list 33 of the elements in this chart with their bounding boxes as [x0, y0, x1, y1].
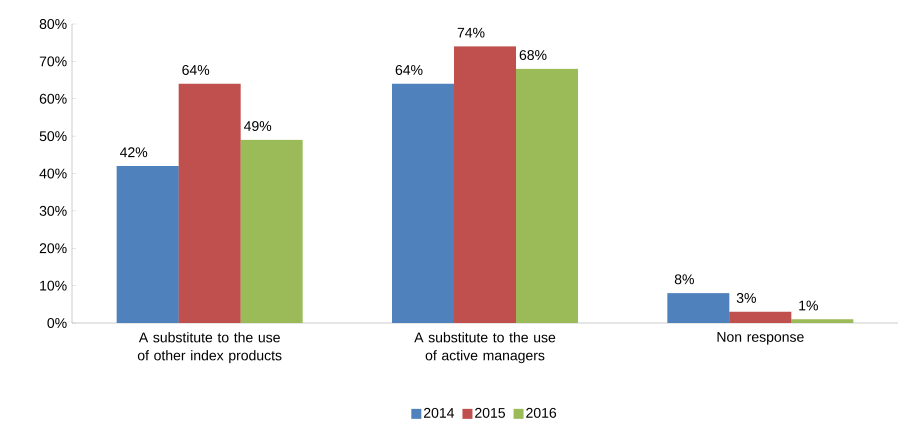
bar [116, 166, 179, 323]
y-tick-label: 10% [40, 280, 67, 291]
bar [240, 140, 303, 323]
y-tick-label: 60% [40, 94, 67, 104]
y-tick-label: 40% [39, 168, 67, 178]
data-label: 74% [458, 28, 485, 38]
data-label: 1% [799, 300, 818, 310]
legend-label: 2015 [475, 408, 505, 418]
bar [729, 312, 792, 323]
bar [392, 84, 454, 323]
data-label: 64% [396, 65, 423, 75]
bar [178, 84, 241, 323]
data-label: 64% [182, 65, 210, 75]
bar [791, 319, 854, 323]
x-tick-label: A substitute to the use of other index products [138, 332, 282, 364]
data-label: 49% [244, 121, 272, 132]
x-tick-label: A substitute to the use of active managers [414, 332, 556, 364]
x-tick-label: Non response [718, 332, 804, 345]
y-tick-label: 80% [40, 19, 67, 29]
data-label: 3% [736, 293, 756, 303]
data-label: 68% [520, 50, 547, 60]
bar [516, 68, 578, 323]
y-tick-label: 0% [47, 318, 67, 328]
y-tick-label: 50% [40, 131, 67, 142]
y-tick-label: 70% [40, 56, 67, 66]
data-label: 8% [674, 274, 694, 284]
legend-label: 2014 [424, 408, 454, 418]
legend-label: 2016 [526, 408, 556, 418]
y-tick-label: 20% [40, 243, 67, 254]
y-tick-label: 30% [40, 206, 67, 216]
bar [454, 46, 516, 323]
data-label: 42% [120, 147, 148, 158]
bar [667, 293, 730, 323]
